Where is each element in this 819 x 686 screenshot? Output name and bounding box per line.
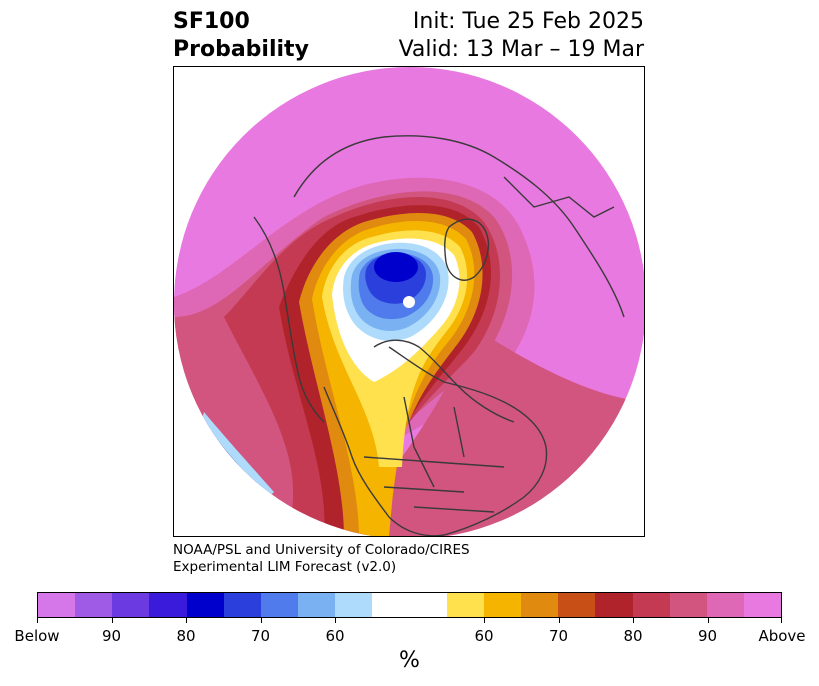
arctic-archipelago: [373, 339, 515, 423]
colorbar-swatch-11: [446, 593, 484, 617]
colorbar-swatch-16: [632, 593, 670, 617]
colorbar-tick-mark: [37, 618, 38, 623]
north-america-coast: [323, 346, 548, 536]
colorbar-tick-label: 60: [474, 627, 494, 645]
colorbar-tick-label: Above: [758, 627, 806, 645]
colorbar-tick-label: 60: [325, 627, 345, 645]
colorbar-swatch-0: [38, 593, 76, 617]
eurasia-north-coast: [293, 135, 625, 318]
polar-map: [174, 67, 644, 536]
title-left: SF100 Probability: [173, 8, 309, 64]
colorbar-swatch-13: [521, 593, 559, 617]
colorbar-swatch-18: [706, 593, 744, 617]
siberia-pacific-coast: [253, 216, 325, 423]
colorbar-tick-mark: [335, 618, 336, 623]
colorbar-tick-label: 90: [101, 627, 122, 645]
valid-range: Valid: 13 Mar – 19 Mar: [398, 37, 644, 62]
coastlines: [253, 135, 625, 536]
colorbar-tick-mark: [707, 618, 709, 623]
colorbar-swatch-3: [149, 593, 187, 617]
colorbar-swatch-17: [669, 593, 707, 617]
colorbar-swatch-5: [223, 593, 261, 617]
colorbar-swatch-4: [186, 593, 224, 617]
colorbar-tick-mark: [558, 618, 560, 623]
colorbar-swatch-14: [558, 593, 596, 617]
colorbar-tick-mark: [111, 618, 113, 623]
credit-line-1: NOAA/PSL and University of Colorado/CIRE…: [173, 542, 470, 558]
init-date: Init: Tue 25 Feb 2025: [412, 9, 644, 34]
colorbar-swatch-7: [298, 593, 336, 617]
colorbar-swatch-15: [595, 593, 633, 617]
colorbar-swatch-1: [75, 593, 113, 617]
probability-field: [174, 67, 644, 536]
map-panel: [173, 66, 645, 537]
colorbar-swatch-12: [483, 593, 522, 617]
colorbar-tick-label: 80: [623, 627, 643, 645]
colorbar-swatch-6: [260, 593, 299, 617]
colorbar-tick-mark: [186, 618, 187, 623]
colorbar-unit: %: [399, 648, 420, 673]
colorbar-tick-label: 90: [697, 627, 718, 645]
colorbar-swatch-10: [409, 593, 447, 617]
title-right: Init: Tue 25 Feb 2025 Valid: 13 Mar – 19…: [399, 8, 644, 64]
colorbar-tick-mark: [260, 618, 262, 623]
us-state-lines: [363, 456, 505, 513]
colorbar-swatch-8: [335, 593, 373, 617]
colorbar-tick-mark: [633, 618, 634, 623]
pole-marker: [403, 296, 415, 308]
colorbar-tick-mark: [781, 618, 782, 623]
variable-type: Probability: [173, 37, 309, 62]
colorbar-swatch-9: [372, 593, 410, 617]
europe-borders: [503, 176, 615, 218]
colorbar-tick-mark: [484, 618, 485, 623]
credit-line-2: Experimental LIM Forecast (v2.0): [173, 559, 397, 575]
colorbar-tick-label: 70: [548, 627, 569, 645]
colorbar-swatch-2: [112, 593, 150, 617]
colorbar-tick-label: Below: [14, 627, 60, 645]
greenland-outline: [444, 218, 490, 281]
colorbar-tick-label: 70: [250, 627, 271, 645]
colorbar-swatch-19: [743, 593, 782, 617]
pacific-below-edge: [202, 412, 274, 497]
colorbar-tick-label: 80: [176, 627, 196, 645]
credit-text: NOAA/PSL and University of Colorado/CIRE…: [173, 542, 470, 576]
prob-below-90-core: [374, 252, 418, 282]
variable-name: SF100: [173, 9, 250, 34]
colorbar: [37, 592, 782, 618]
canada-provinces: [403, 396, 465, 488]
